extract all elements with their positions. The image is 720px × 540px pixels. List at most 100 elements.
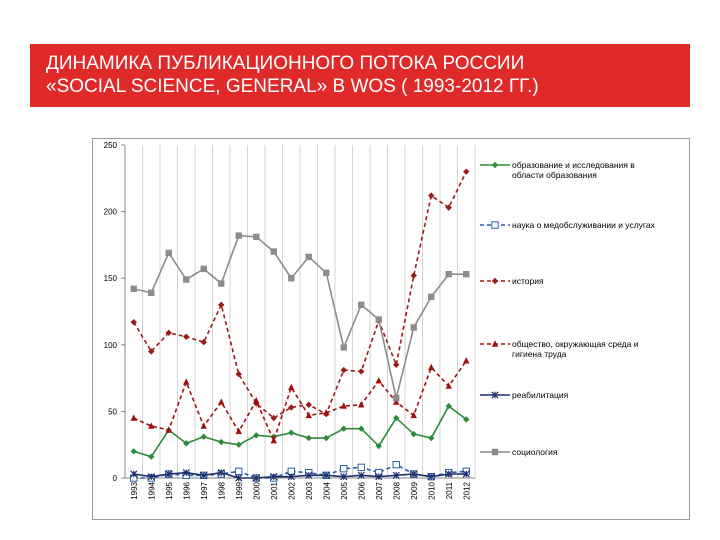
x-tick-label: 2002	[287, 481, 296, 499]
data-point	[427, 473, 435, 481]
data-point	[410, 324, 417, 331]
data-point	[148, 348, 155, 355]
title-banner: ДИНАМИКА ПУБЛИКАЦИОННОГО ПОТОКА РОССИИ «…	[30, 44, 690, 107]
data-point	[491, 391, 499, 399]
data-point	[305, 253, 312, 261]
y-tick-label: 50	[108, 407, 117, 416]
data-point	[393, 361, 400, 368]
title-line: ДИНАМИКА ПУБЛИКАЦИОННОГО ПОТОКА РОССИИ	[46, 53, 525, 74]
data-point	[393, 414, 400, 422]
x-tick-label: 2012	[462, 481, 471, 499]
data-point	[200, 422, 207, 429]
y-tick-label: 100	[104, 341, 118, 350]
legend-label: наука о медобслуживании и услугах	[512, 220, 655, 230]
title-line: «SOCIAL SCIENCE, GENERAL» В WOS ( 1993-2…	[46, 76, 539, 97]
data-point	[410, 470, 418, 478]
x-tick-label: 2008	[392, 481, 401, 499]
data-point	[235, 427, 242, 435]
y-tick-label: 200	[104, 208, 118, 217]
data-point	[428, 293, 435, 301]
data-point	[340, 464, 348, 473]
series-line	[133, 463, 467, 479]
data-point	[218, 280, 225, 287]
data-point	[463, 168, 470, 175]
data-point	[305, 411, 312, 419]
data-point	[287, 473, 295, 481]
data-point	[375, 377, 382, 384]
data-point	[218, 301, 225, 309]
x-tick-label: 2000	[252, 481, 261, 499]
series-line	[133, 360, 467, 443]
data-point	[147, 473, 155, 481]
data-point	[305, 471, 313, 479]
data-point	[445, 204, 452, 211]
x-tick-label: 2011	[445, 481, 454, 499]
data-point	[358, 368, 365, 375]
data-point	[165, 249, 172, 257]
data-point	[235, 474, 243, 482]
data-point	[323, 409, 330, 416]
data-point	[217, 469, 225, 477]
data-point	[410, 411, 417, 419]
data-point	[340, 473, 348, 481]
data-point	[463, 416, 470, 423]
data-point	[148, 453, 155, 460]
data-point	[130, 470, 138, 478]
data-point	[270, 473, 278, 481]
data-point	[270, 437, 277, 444]
data-point	[323, 269, 330, 277]
data-point	[428, 192, 435, 199]
x-tick-label: 2007	[375, 481, 384, 499]
data-point	[375, 316, 382, 323]
data-point	[491, 277, 499, 285]
data-point	[165, 426, 172, 433]
data-point	[392, 471, 400, 479]
data-point	[445, 402, 452, 410]
data-point	[130, 318, 137, 326]
data-point	[183, 378, 190, 385]
data-point	[491, 221, 499, 229]
x-tick-label: 2006	[357, 481, 366, 499]
data-point	[288, 383, 295, 391]
legend-label: образование и исследования в области обр…	[512, 160, 635, 180]
data-point	[148, 289, 155, 297]
y-tick-label: 150	[104, 274, 118, 283]
data-point	[288, 429, 295, 436]
x-tick-label: 2010	[427, 481, 436, 499]
data-point	[357, 471, 365, 479]
data-point	[375, 473, 383, 481]
data-point	[392, 460, 400, 469]
legend-label: общество, окружающая среда и гигиена тру…	[512, 339, 639, 359]
data-point	[340, 344, 347, 351]
data-point	[322, 471, 330, 479]
legend-label: история	[512, 276, 544, 286]
data-point	[305, 401, 312, 408]
data-point	[358, 425, 365, 432]
x-tick-label: 2003	[305, 481, 314, 499]
data-point	[445, 271, 452, 278]
data-point	[218, 438, 225, 446]
data-point	[323, 434, 330, 442]
data-point	[130, 448, 137, 455]
data-point	[130, 285, 137, 293]
data-point	[462, 470, 470, 478]
data-point	[491, 161, 499, 169]
data-point	[463, 357, 470, 364]
data-point	[218, 398, 225, 405]
data-point	[393, 394, 400, 402]
data-point	[288, 404, 295, 411]
data-point	[253, 432, 260, 439]
data-point	[340, 366, 347, 374]
data-point	[235, 370, 242, 378]
x-tick-label: 1994	[147, 481, 156, 499]
x-tick-label: 1998	[217, 481, 226, 499]
series-line	[133, 171, 467, 420]
data-point	[200, 265, 207, 273]
data-point	[393, 398, 400, 405]
x-tick-label: 1995	[165, 481, 174, 499]
data-point	[252, 474, 260, 482]
x-tick-label: 1996	[182, 481, 191, 499]
x-tick-label: 2004	[322, 481, 331, 499]
